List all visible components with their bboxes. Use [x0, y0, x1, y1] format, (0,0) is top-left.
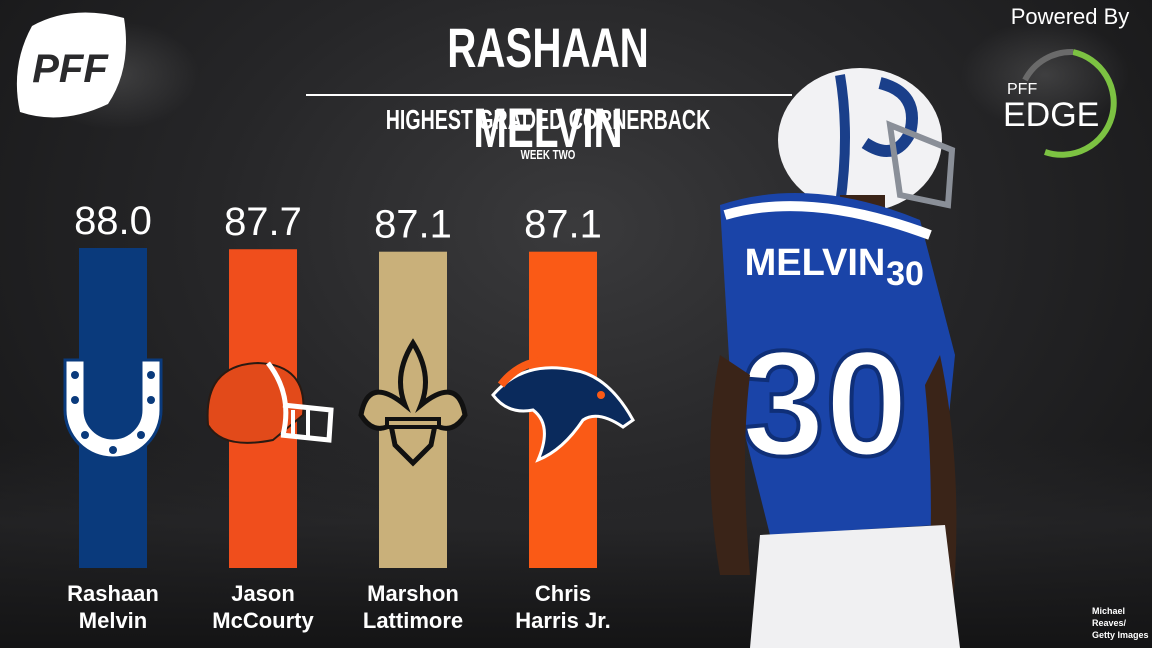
jersey-number-back: 30 — [742, 319, 909, 487]
category-label-0-line-0: Rashaan — [67, 581, 159, 606]
category-label-1-line-1: McCourty — [212, 608, 314, 633]
category-label-3-line-1: Harris Jr. — [515, 608, 610, 633]
pff-logo: PFF — [16, 12, 126, 118]
photo-credit-line2: Getty Images — [1092, 630, 1149, 640]
title-divider — [306, 94, 792, 96]
browns-helmet-icon — [206, 361, 334, 444]
pff-logo-text: PFF — [32, 47, 109, 91]
edge-logo-small-text: PFF — [1007, 81, 1037, 98]
jersey-name: MELVIN — [745, 242, 886, 284]
category-label-0-line-1: Melvin — [79, 608, 147, 633]
week-label: WEEK TWO — [520, 147, 576, 162]
category-label-1-line-0: Jason — [231, 581, 295, 606]
category-label-2-line-0: Marshon — [367, 581, 459, 606]
page-subtitle: HIGHEST GRADED CORNERBACK — [385, 104, 711, 135]
photo-credit: Michael Reaves/ Getty Images — [1092, 605, 1152, 641]
jersey-number-sleeve: 30 — [886, 255, 924, 293]
category-label-2-line-1: Lattimore — [363, 608, 463, 633]
photo-credit-line1: Michael Reaves/ — [1092, 606, 1127, 628]
powered-by-label: Powered By — [1010, 4, 1130, 29]
stadium-lights-right — [960, 20, 1130, 130]
pff-edge-logo: PFF EDGE — [1003, 48, 1117, 158]
saints-fleur-de-lis-icon — [358, 338, 468, 467]
value-label-3: 87.1 — [524, 203, 602, 247]
colts-horseshoe-icon — [63, 358, 163, 460]
value-label-0: 88.0 — [74, 199, 152, 243]
broncos-horse-icon — [491, 356, 635, 463]
bar-0 — [79, 248, 147, 568]
edge-logo-big-text: EDGE — [1003, 96, 1099, 134]
player-photo: MELVIN 30 30 — [710, 68, 960, 648]
value-label-2: 87.1 — [374, 203, 452, 247]
value-label-1: 87.7 — [224, 200, 302, 244]
page-title: RASHAAN MELVIN — [447, 16, 649, 159]
category-label-3-line-0: Chris — [535, 581, 591, 606]
